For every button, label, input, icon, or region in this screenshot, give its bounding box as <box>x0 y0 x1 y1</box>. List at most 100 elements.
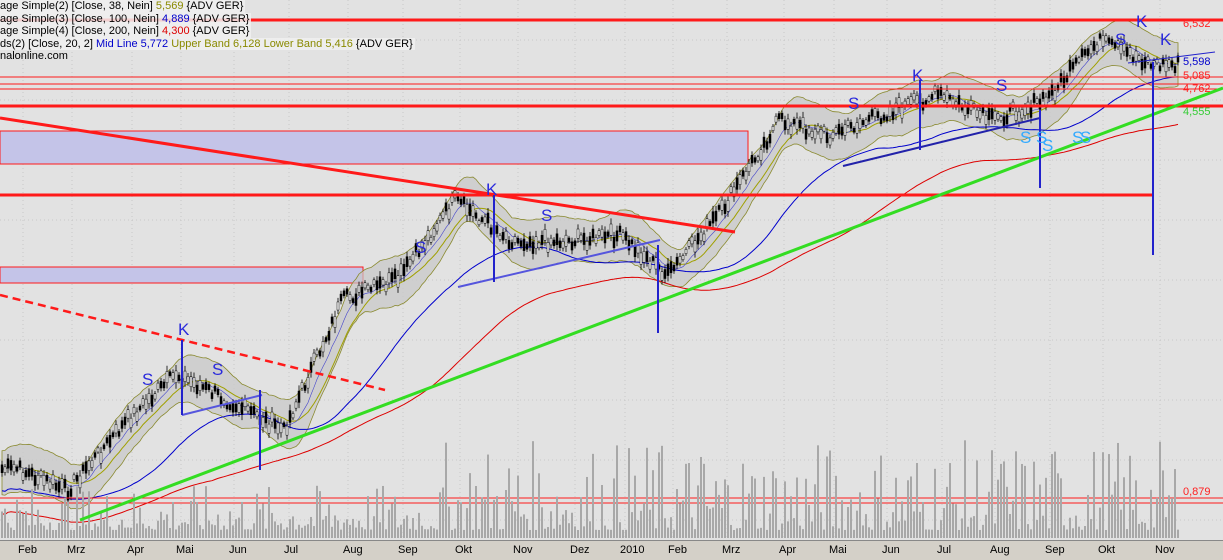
volume-bar <box>1159 441 1161 538</box>
volume-bar <box>46 529 48 538</box>
volume-bar <box>799 525 801 538</box>
candle-body <box>636 242 640 254</box>
volume-bar <box>193 486 195 538</box>
volume-bar <box>853 529 855 538</box>
candle-body <box>366 284 370 291</box>
candle-body <box>813 128 817 140</box>
volume-bar <box>760 527 762 538</box>
candle-body <box>624 231 628 241</box>
volume-bar <box>358 520 360 538</box>
candle-body <box>495 225 499 234</box>
x-tick-label: Nov <box>513 544 533 556</box>
candle-body <box>684 249 688 254</box>
candle-body <box>843 124 847 136</box>
candle-body <box>420 242 424 250</box>
volume-bar <box>511 501 513 538</box>
volume-bar <box>313 526 315 538</box>
legend-sma38: age Simple(2) [Close, 38, Nein] 5,569 {A… <box>0 0 246 13</box>
candle-body <box>300 382 304 389</box>
volume-bar <box>100 512 102 538</box>
volume-bar <box>769 513 771 538</box>
candle-body <box>861 120 865 126</box>
candle-body <box>264 411 268 424</box>
volume-bar <box>625 529 627 538</box>
volume-bar <box>163 520 165 538</box>
candle-body <box>765 141 769 150</box>
volume-bar <box>469 473 471 538</box>
candle-body <box>1122 40 1126 52</box>
volume-bar <box>898 521 900 538</box>
candle-body <box>651 256 655 261</box>
candle-body <box>315 349 319 356</box>
volume-bar <box>874 470 876 538</box>
downtrend-line <box>0 116 736 234</box>
candle-body <box>690 236 694 245</box>
volume-bar <box>487 454 489 538</box>
candle-body <box>990 108 994 120</box>
volume-bar <box>427 529 429 538</box>
candle-body <box>90 460 94 468</box>
candle-body <box>993 110 997 121</box>
candle-body <box>96 447 100 453</box>
candle-body <box>648 260 652 270</box>
volume-bar <box>550 511 552 538</box>
volume-bar <box>1045 477 1047 538</box>
candle-body <box>3 466 7 473</box>
volume-bar <box>583 526 585 538</box>
candle-body <box>726 200 730 212</box>
volume-bar <box>268 487 270 538</box>
volume-bar <box>130 527 132 538</box>
candle-body <box>1095 44 1099 52</box>
candle-body <box>267 423 271 434</box>
candle-body <box>1161 57 1165 65</box>
candle-body <box>705 218 709 228</box>
candle-body <box>744 171 748 181</box>
volume-bar <box>865 514 867 538</box>
volume-bar <box>388 509 390 538</box>
volume-bar <box>34 524 36 538</box>
volume-bar <box>1027 524 1029 538</box>
candle-body <box>666 263 670 276</box>
volume-bar <box>445 442 447 538</box>
volume-bar <box>628 448 630 538</box>
candle-body <box>156 382 160 390</box>
candle-body <box>996 113 1000 120</box>
candle-body <box>837 123 841 135</box>
candle-body <box>393 268 397 280</box>
volume-bar <box>91 529 93 538</box>
volume-bar <box>1087 494 1089 538</box>
candle-body <box>717 205 721 210</box>
volume-bar <box>748 493 750 538</box>
candle-body <box>363 282 367 289</box>
volume-bar <box>1144 522 1146 538</box>
volume-bar <box>502 528 504 538</box>
volume-bar <box>280 523 282 538</box>
volume-bar <box>262 503 264 538</box>
candle-body <box>681 255 685 260</box>
candle-body <box>858 118 862 129</box>
volume-bar <box>910 476 912 538</box>
x-tick-label: 2010 <box>620 544 645 556</box>
candle-body <box>1119 41 1123 55</box>
candle-body <box>819 129 823 140</box>
volume-bar <box>478 529 480 538</box>
volume-bar <box>349 524 351 538</box>
candle-body <box>597 230 601 236</box>
volume-bar <box>847 507 849 538</box>
volume-bar <box>715 481 717 538</box>
volume-bar <box>826 456 828 538</box>
volume-bar <box>652 470 654 538</box>
volume-bar <box>802 529 804 538</box>
volume-bar <box>688 463 690 538</box>
volume-bar <box>25 511 27 538</box>
candle-body <box>48 481 52 490</box>
candle-body <box>207 384 211 390</box>
volume-bar <box>310 516 312 538</box>
volume-bar <box>286 527 288 538</box>
legend-sma200: age Simple(4) [Close, 200, Nein] 4,300 {… <box>0 25 252 38</box>
candle-body <box>999 116 1003 122</box>
volume-bar <box>430 526 432 538</box>
volume-bar <box>682 500 684 538</box>
volume-bar <box>757 528 759 538</box>
